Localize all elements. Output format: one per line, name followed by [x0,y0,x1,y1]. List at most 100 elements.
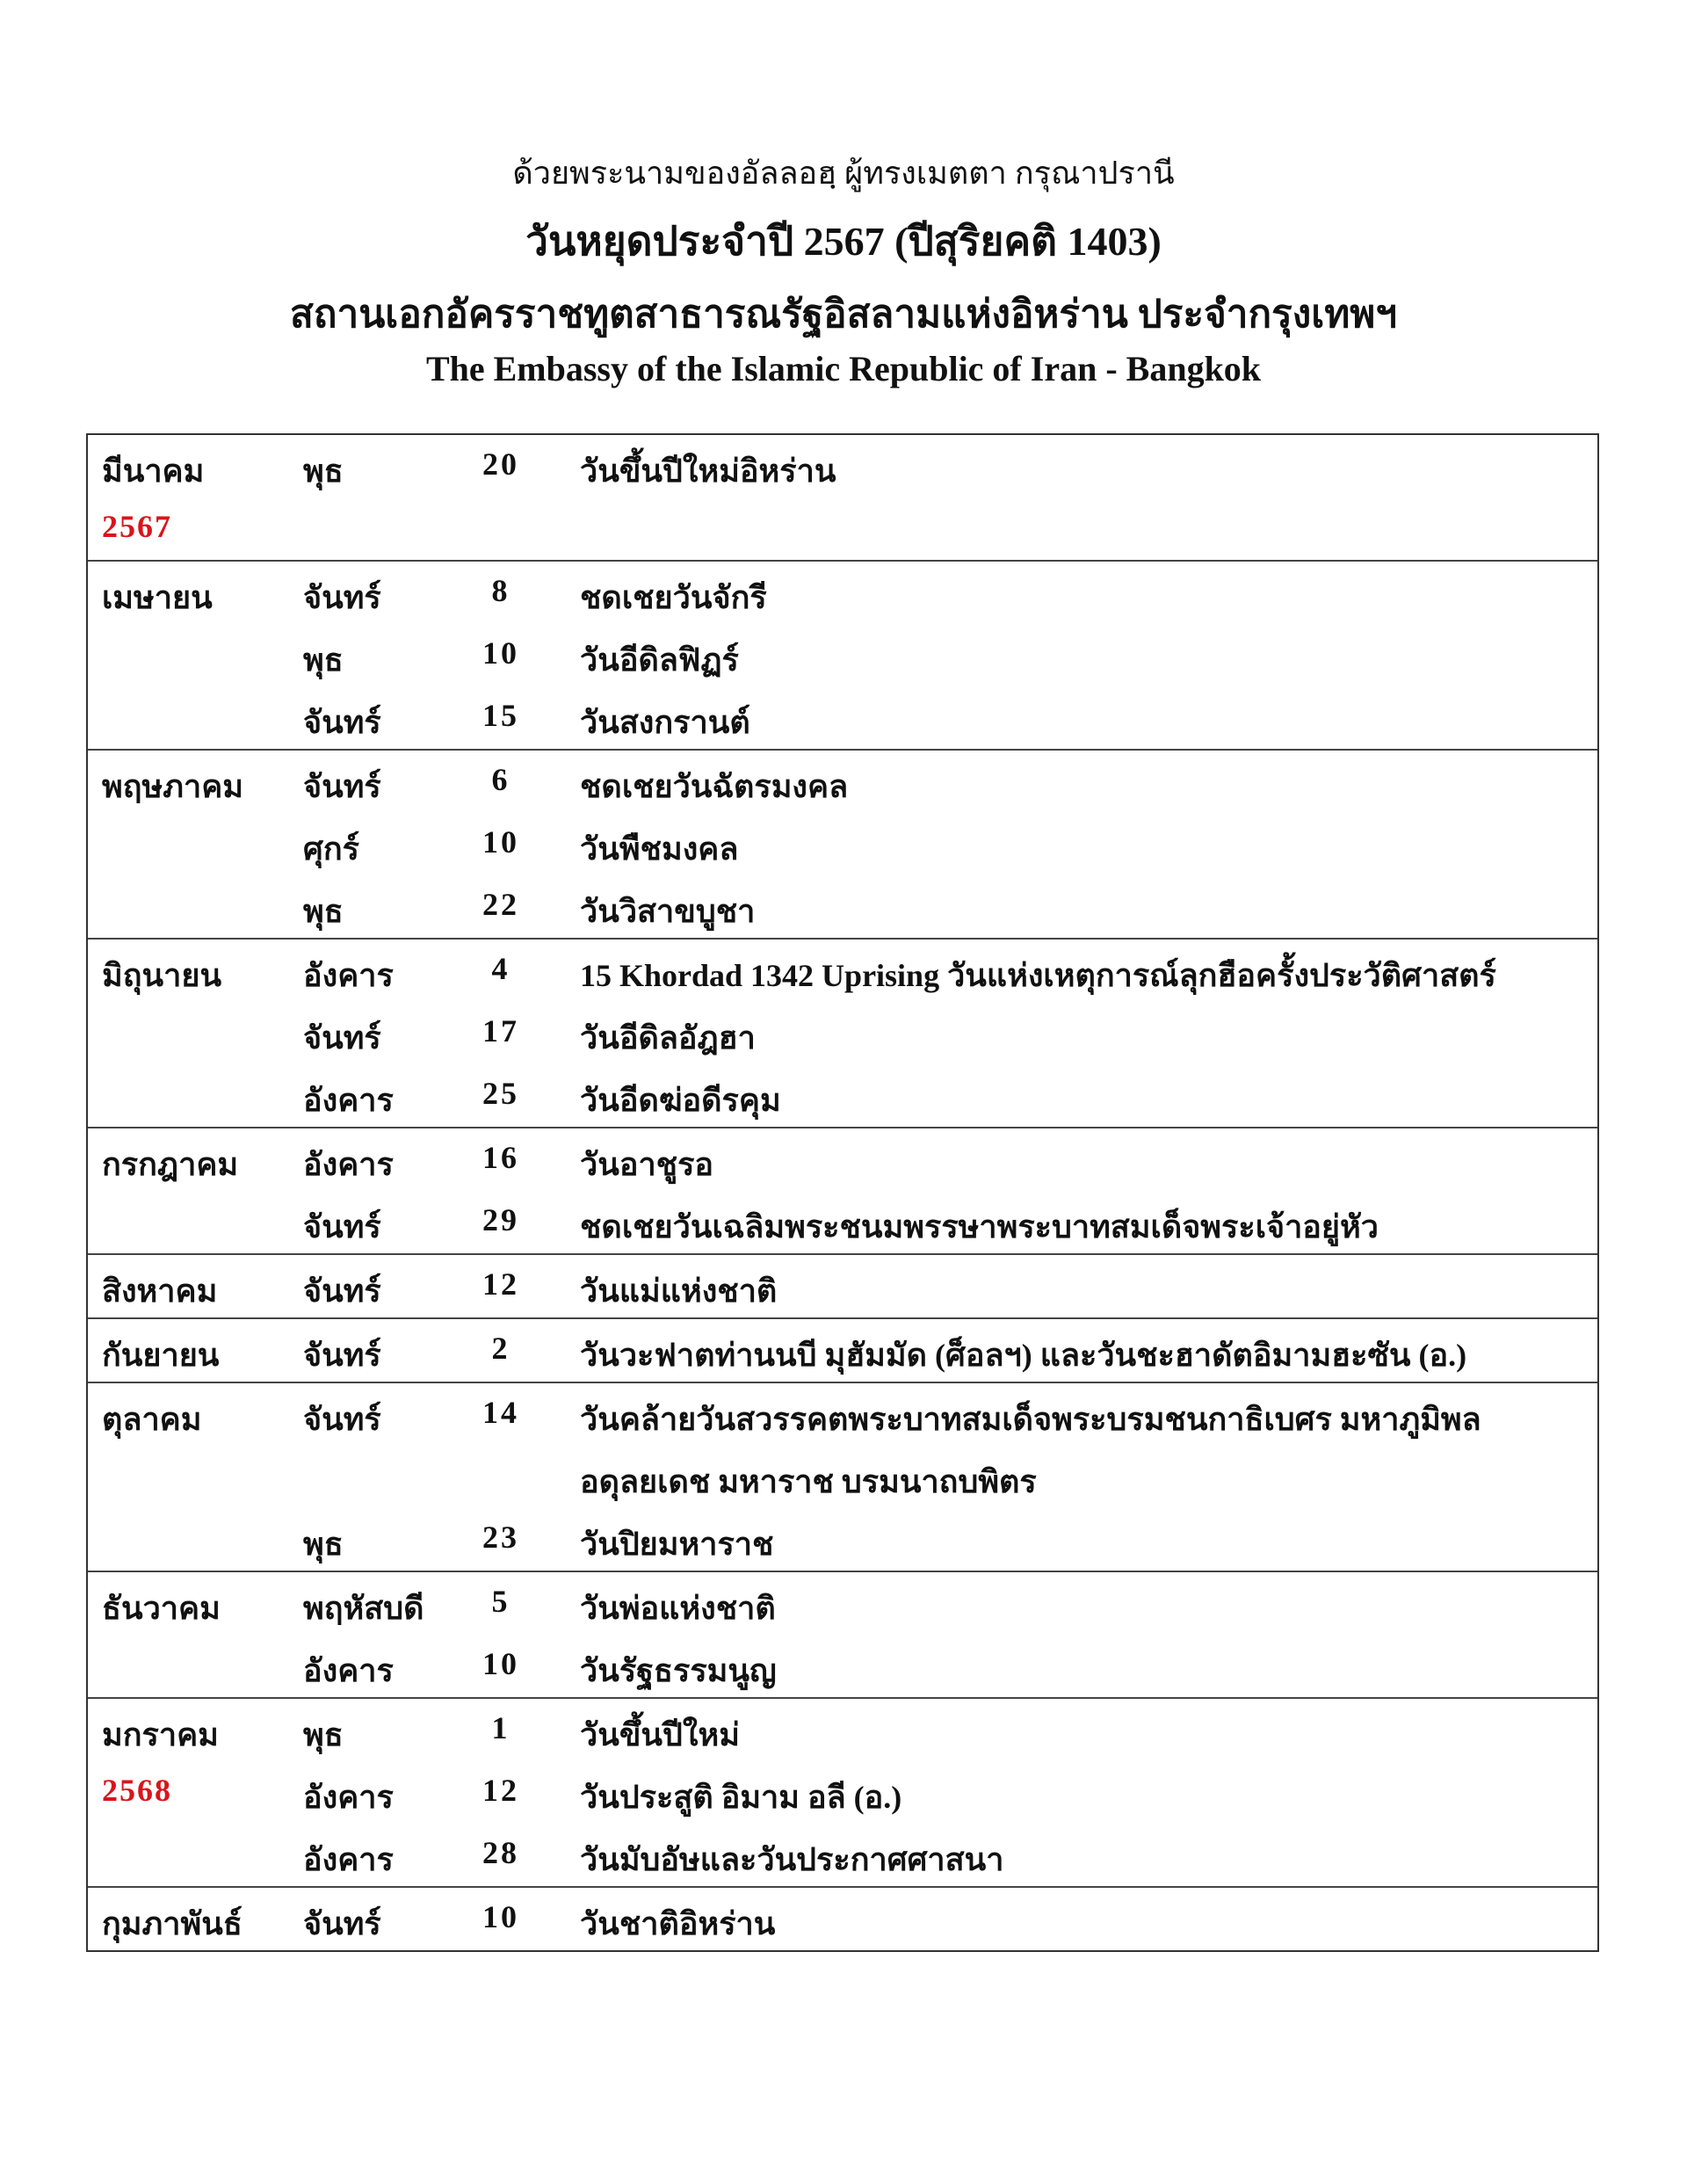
weekday-cell: พุธ [303,1527,344,1562]
date-cell: 10 [482,1899,519,1934]
date-cell: 8 [491,573,510,608]
date-cell: 6 [491,762,510,797]
month-label: ธันวาคม [102,1591,221,1626]
weekday-cell: จันทร์ [303,1338,381,1373]
table-row: กรกฎาคม อังคาร 16 วันอาชูรอ [88,1128,1597,1191]
month-group: กันยายน จันทร์ 2 วันวะฟาตท่านนบี มุฮัมมัด (… [88,1317,1597,1382]
date-cell: 5 [491,1584,510,1619]
holiday-description: วันพ่อแห่งชาติ [580,1591,776,1626]
date-cell: 22 [482,887,519,922]
weekday-cell: จันทร์ [303,1273,381,1309]
date-cell: 2 [491,1331,510,1366]
embassy-name-english: The Embassy of the Islamic Republic of I… [425,349,1262,388]
month-label: สิงหาคม [102,1273,218,1309]
holiday-description: ชดเชยวันเฉลิมพระชนมพรรษาพระบาทสมเด็จพระเ… [580,1209,1379,1244]
holiday-description: วันคล้ายวันสวรรคตพระบาทสมเด็จพระบรมชนกาธ… [580,1402,1481,1437]
weekday-cell: จันทร์ [303,1906,381,1941]
month-group: มีนาคม พุธ 20 วันขึ้นปีใหม่อิหร่าน 2567 [88,435,1597,560]
table-row: พุธ 10 วันอีดิลฟิฏร์ [88,624,1597,686]
date-cell: 12 [482,1266,519,1302]
table-row: มิถุนายน อังคาร 4 15 Khordad 1342 Uprising … [88,940,1597,1002]
month-group: มิถุนายน อังคาร 4 15 Khordad 1342 Uprising … [88,938,1597,1127]
month-label: มิถุนายน [102,958,222,993]
holiday-description: วันวิสาขบูชา [580,894,756,929]
month-label: พฤษภาคม [102,769,244,804]
month-group: มกราคม พุธ 1 วันขึ้นปีใหม่ 2568 อังคาร 12 วันปร… [88,1697,1597,1886]
weekday-cell: พุธ [303,1717,344,1752]
holiday-description: วันปิยมหาราช [580,1527,774,1562]
page-title: วันหยุดประจำปี 2567 (ปีสุริยคติ 1403) [525,219,1162,264]
table-row: 2567 [88,497,1597,560]
month-label: มกราคม [102,1717,219,1752]
weekday-cell: อังคาร [303,1653,394,1688]
holiday-description: วันอีดิลฟิฏร์ [580,642,739,678]
table-row: ตุลาคม จันทร์ 14 วันคล้ายวันสวรรคตพระบาทสมเ… [88,1383,1597,1446]
year-label: 2567 [102,509,172,544]
weekday-cell: พฤหัสบดี [303,1591,424,1626]
holiday-table: มีนาคมพุธ 20 วันขึ้นปีใหม่อิหร่าน 2567 เมษาย… [86,433,1599,1952]
table-row: อดุลยเดช มหาราช บรมนาถบพิตร [88,1446,1597,1508]
date-cell: 17 [482,1013,519,1048]
weekday-cell: อังคาร [303,1842,394,1877]
month-label: มีนาคม [102,453,205,489]
holiday-description: วันชาติอิหร่าน [580,1906,776,1941]
date-cell: 10 [482,824,519,860]
table-row: ธันวาคม พฤหัสบดี 5 วันพ่อแห่งชาติ [88,1572,1597,1635]
year-label: 2568 [102,1773,172,1808]
month-group: ธันวาคม พฤหัสบดี 5 วันพ่อแห่งชาติอังคาร 10 วั… [88,1571,1597,1697]
date-cell: 10 [482,635,519,671]
weekday-cell: อังคาร [303,1083,394,1118]
table-row: สิงหาคม จันทร์ 12 วันแม่แห่งชาติ [88,1255,1597,1317]
date-cell: 20 [482,446,519,482]
date-cell: 28 [482,1835,519,1870]
date-cell: 4 [491,951,510,986]
holiday-description: วันขึ้นปีใหม่ [580,1717,740,1752]
table-row: พุธ 22 วันวิสาขบูชา [88,875,1597,938]
month-group: ตุลาคม จันทร์ 14 วันคล้ายวันสวรรคตพระบาทสมเ… [88,1382,1597,1571]
holiday-description: วันอีดิลอัฎฮา [580,1020,756,1056]
holiday-description: วันประสูติ อิมาม อลี (อ.) [580,1780,902,1815]
holiday-description: ชดเชยวันฉัตรมงคล [580,769,849,804]
weekday-cell: อังคาร [303,1780,394,1815]
table-row: จันทร์ 29 ชดเชยวันเฉลิมพระชนมพรรษาพระบาทสม… [88,1191,1597,1253]
table-row: กันยายน จันทร์ 2 วันวะฟาตท่านนบี มุฮัมมัด (… [88,1319,1597,1382]
holiday-description: วันขึ้นปีใหม่อิหร่าน [580,453,836,489]
weekday-cell: จันทร์ [303,705,381,740]
weekday-cell: อังคาร [303,1147,394,1182]
holiday-description: วันแม่แห่งชาติ [580,1273,778,1309]
holiday-description: ชดเชยวันจักรี [580,580,767,615]
weekday-cell: จันทร์ [303,1020,381,1056]
weekday-cell: พุธ [303,642,344,678]
month-group: พฤษภาคม จันทร์ 6 ชดเชยวันฉัตรมงคลศุกร์ 10 วัน… [88,749,1597,938]
holiday-description: อดุลยเดช มหาราช บรมนาถบพิตร [580,1464,1037,1499]
embassy-name-thai: สถานเอกอัครราชทูตสาธารณรัฐอิสลามแห่งอิหร… [290,293,1397,336]
month-label: เมษายน [102,580,213,615]
month-group: เมษายน จันทร์ 8 ชดเชยวันจักรี พุธ 10 วันอีดิลฟ… [88,560,1597,749]
weekday-cell: จันทร์ [303,769,381,804]
weekday-cell: อังคาร [303,958,394,993]
holiday-description: วันอาชูรอ [580,1147,714,1182]
table-row: ศุกร์ 10 วันพืชมงคล [88,813,1597,875]
table-row: จันทร์ 17 วันอีดิลอัฎฮา [88,1002,1597,1064]
holiday-description: วันมับอัษและวันประกาศศาสนา [580,1842,1004,1877]
table-row: อังคาร 28 วันมับอัษและวันประกาศศาสนา [88,1824,1597,1886]
date-cell: 10 [482,1646,519,1681]
date-cell: 16 [482,1140,519,1175]
weekday-cell: จันทร์ [303,580,381,615]
table-row: อังคาร 10 วันรัฐธรรมนูญ [88,1635,1597,1697]
date-cell: 1 [491,1710,510,1745]
table-row: อังคาร 25 วันอีดฆ่อดีรคุม [88,1064,1597,1127]
month-group: สิงหาคม จันทร์ 12 วันแม่แห่งชาติ [88,1253,1597,1317]
date-cell: 25 [482,1076,519,1111]
date-cell: 29 [482,1202,519,1237]
holiday-description: วันพืชมงคล [580,831,739,867]
weekday-cell: ศุกร์ [303,831,359,867]
month-label: กุมภาพันธ์ [102,1906,243,1941]
table-row: เมษายน จันทร์ 8 ชดเชยวันจักรี [88,562,1597,624]
holiday-description: วันสงกรานต์ [580,705,750,740]
holiday-description: วันรัฐธรรมนูญ [580,1653,777,1688]
date-cell: 15 [482,698,519,733]
month-group: กุมภาพันธ์ จันทร์ 10 วันชาติอิหร่าน [88,1886,1597,1950]
month-label: กันยายน [102,1338,220,1373]
date-cell: 23 [482,1520,519,1555]
